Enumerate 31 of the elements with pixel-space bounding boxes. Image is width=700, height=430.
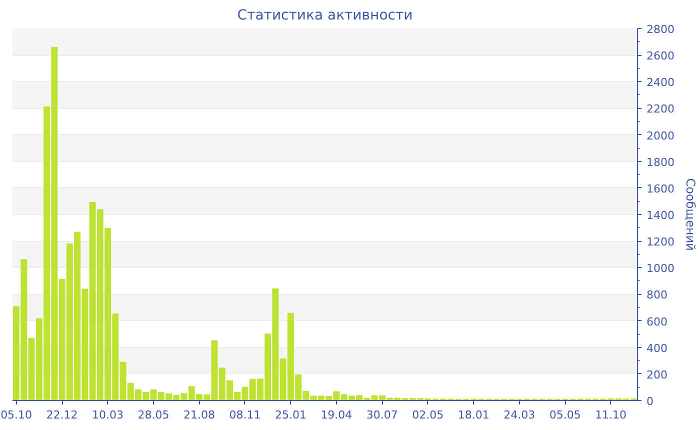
- y-tick-label: 400: [646, 342, 668, 355]
- x-tick-label: 10.03: [92, 408, 124, 422]
- x-tick-label: 11.10: [595, 408, 627, 422]
- y-tick-label: 1200: [646, 236, 674, 249]
- y-tick-label: 2200: [646, 102, 674, 116]
- x-tick-label: 28.05: [138, 408, 170, 422]
- y-axis-title: Сообщений: [683, 178, 698, 251]
- y-tick-label: 200: [646, 368, 668, 382]
- x-tick-label: 05.10: [0, 408, 32, 422]
- x-tick-label: 08.11: [229, 408, 261, 422]
- y-tick-label: 1400: [646, 209, 674, 222]
- x-tick-label: 24.03: [504, 408, 536, 422]
- chart-title: Статистика активности: [237, 8, 413, 24]
- y-tick-label: 1600: [646, 182, 674, 196]
- y-tick-label: 2600: [646, 50, 674, 63]
- x-tick-label: 19.04: [320, 408, 352, 422]
- x-tick-label: 02.05: [412, 408, 444, 422]
- x-tick-label: 30.07: [366, 408, 398, 422]
- y-tick-label: 1800: [646, 156, 674, 169]
- x-tick-label: 05.05: [549, 408, 581, 422]
- y-tick-label: 2400: [646, 76, 674, 90]
- y-tick-label: 600: [646, 315, 668, 328]
- y-tick-label: 2800: [646, 23, 674, 36]
- y-tick-label: 0: [646, 395, 654, 408]
- y-tick-label: 2000: [646, 129, 674, 142]
- y-tick-label: 1000: [646, 262, 674, 276]
- x-tick-label: 21.08: [183, 408, 215, 422]
- y-tick-label: 800: [646, 288, 668, 302]
- x-tick-label: 22.12: [46, 408, 78, 422]
- x-tick-label: 25.01: [274, 408, 306, 422]
- x-tick-label: 18.01: [458, 408, 490, 422]
